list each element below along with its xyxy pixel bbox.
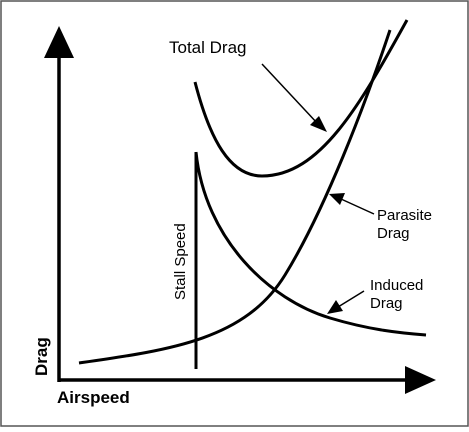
induced-drag-pointer	[337, 290, 365, 308]
x-axis-arrow-icon	[405, 366, 436, 394]
induced-drag-curve	[194, 151, 427, 337]
induced-drag-label-line1: Induced	[370, 277, 423, 294]
parasite-drag-pointer-arrow-icon	[329, 193, 345, 205]
stall-speed-label: Stall Speed	[172, 223, 189, 300]
total-drag-pointer-arrow-icon	[310, 116, 327, 132]
total-drag-pointer	[261, 63, 319, 125]
total-drag-curve	[193, 19, 409, 178]
y-axis-title: Drag	[32, 337, 51, 376]
x-axis-title: Airspeed	[57, 388, 130, 407]
y-axis-arrow-icon	[44, 26, 74, 58]
induced-drag-pointer-arrow-icon	[327, 300, 343, 314]
parasite-drag-pointer	[340, 198, 375, 215]
parasite-drag-label-line2: Drag	[377, 225, 410, 242]
parasite-drag-label-line1: Parasite	[377, 207, 432, 224]
total-drag-label: Total Drag	[169, 38, 246, 57]
induced-drag-label-line2: Drag	[370, 295, 403, 312]
parasite-drag-curve	[78, 29, 392, 365]
